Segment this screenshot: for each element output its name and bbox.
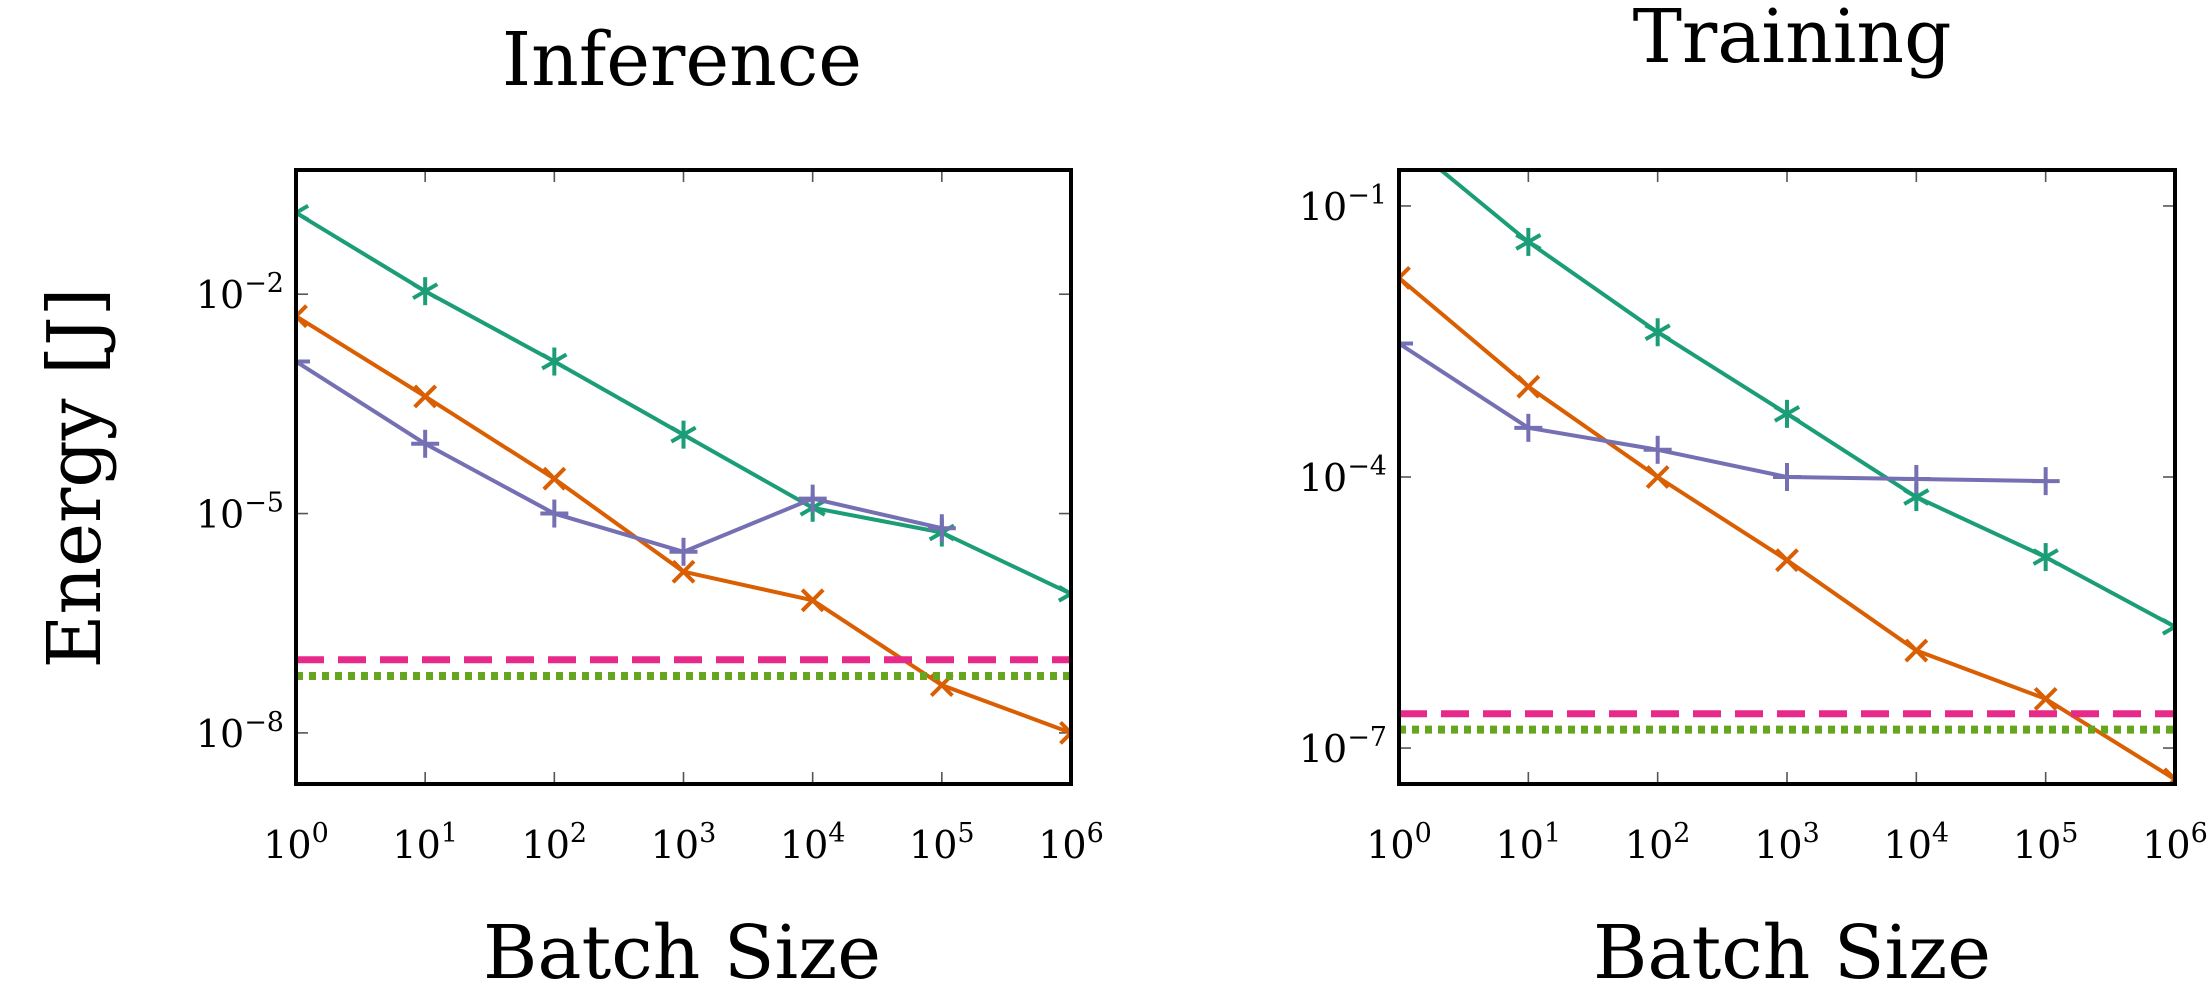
training-asterisk-point xyxy=(1387,122,1411,150)
training-x-tick-label: 102 xyxy=(1625,818,1691,867)
training-x-tick-label: 103 xyxy=(1754,818,1820,867)
inference-x-tick-label: 104 xyxy=(780,818,846,867)
inference-y-tick-label: 10−5 xyxy=(196,488,284,537)
training-asterisk-point xyxy=(2161,612,2175,641)
inference-x-point xyxy=(671,559,696,584)
inference-asterisk-point xyxy=(296,198,310,227)
inference-asterisk-point xyxy=(1057,579,1071,608)
inference-x-tick-label: 103 xyxy=(651,818,717,867)
training-x-tick-label: 101 xyxy=(1496,818,1562,867)
training-x-point xyxy=(1775,548,1799,573)
training-series-plus-line xyxy=(1399,341,2046,484)
training-asterisk-point xyxy=(2032,543,2059,572)
training-x-point xyxy=(1904,638,1929,663)
training-plus-point xyxy=(1399,329,1413,358)
training-title: Training xyxy=(1633,0,1952,80)
training-x-point xyxy=(1399,265,1411,290)
training-panel: 100 101 102 103 104 105 106 10−1 10−4 10−7 xyxy=(1299,122,2208,867)
training-x-axis-label: Batch Size xyxy=(1593,910,1991,996)
training-plus-point xyxy=(1514,413,1543,442)
inference-plus-point xyxy=(669,537,698,566)
training-x-tick-label: 100 xyxy=(1366,818,1432,867)
training-plus-point xyxy=(1773,463,1801,491)
inference-y-tick-label: 10−2 xyxy=(196,268,284,317)
inference-series-asterisk-line xyxy=(296,211,1071,596)
inference-x-point xyxy=(296,304,308,329)
inference-y-tick-label: 10−8 xyxy=(196,707,284,756)
training-y-tick-label: 10−1 xyxy=(1299,180,1387,229)
training-x-tick-label: 106 xyxy=(2142,818,2208,867)
inference-axis-frame xyxy=(294,168,1073,786)
inference-plus-point xyxy=(927,514,956,543)
training-plot-area xyxy=(1387,122,2175,784)
training-x-point xyxy=(2163,767,2175,784)
inference-x-tick-label: 105 xyxy=(909,818,975,867)
training-x-tick-label: 105 xyxy=(2013,818,2079,867)
inference-plot-area xyxy=(296,198,1071,745)
inference-x-tick-label: 100 xyxy=(263,818,329,867)
training-plus-point xyxy=(1643,435,1672,464)
inference-x-point xyxy=(413,384,438,409)
inference-asterisk-point xyxy=(541,347,568,376)
training-plus-point xyxy=(1902,465,1931,494)
inference-series-plus-line xyxy=(296,359,943,554)
inference-series-x-line xyxy=(296,314,1071,735)
inference-title: Inference xyxy=(502,17,862,103)
inference-plus-point xyxy=(798,484,827,513)
inference-panel: 100 101 102 103 104 105 106 10−2 10−5 10−8 xyxy=(196,168,1104,867)
training-axis-frame xyxy=(1397,168,2177,786)
training-x-point xyxy=(2033,686,2058,711)
inference-x-tick-label: 106 xyxy=(1038,818,1104,867)
training-series-x-line xyxy=(1399,276,2175,782)
inference-x-tick-label: 102 xyxy=(522,818,588,867)
training-x-tick-label: 104 xyxy=(1884,818,1950,867)
training-plus-point xyxy=(2031,467,2060,496)
training-y-tick-label: 10−7 xyxy=(1299,722,1387,771)
training-asterisk-point xyxy=(1644,318,1671,347)
inference-asterisk-point xyxy=(412,277,439,306)
inference-x-point xyxy=(1059,720,1071,745)
training-x-point xyxy=(1516,374,1541,399)
inference-x-tick-label: 101 xyxy=(392,818,458,867)
inference-asterisk-point xyxy=(670,420,697,449)
training-asterisk-point xyxy=(1515,227,1542,256)
inference-x-axis-label: Batch Size xyxy=(483,910,881,996)
inference-plus-point xyxy=(296,347,310,376)
training-y-tick-label: 10−4 xyxy=(1299,451,1387,500)
inference-x-point xyxy=(542,466,567,491)
inference-plus-point xyxy=(540,499,569,528)
inference-x-point xyxy=(800,588,825,613)
inference-plus-point xyxy=(411,429,440,458)
y-axis-label: Energy [J] xyxy=(32,288,118,669)
training-series-asterisk-line xyxy=(1437,170,2175,629)
training-asterisk-point xyxy=(1773,399,1801,428)
training-x-point xyxy=(1645,465,1670,489)
